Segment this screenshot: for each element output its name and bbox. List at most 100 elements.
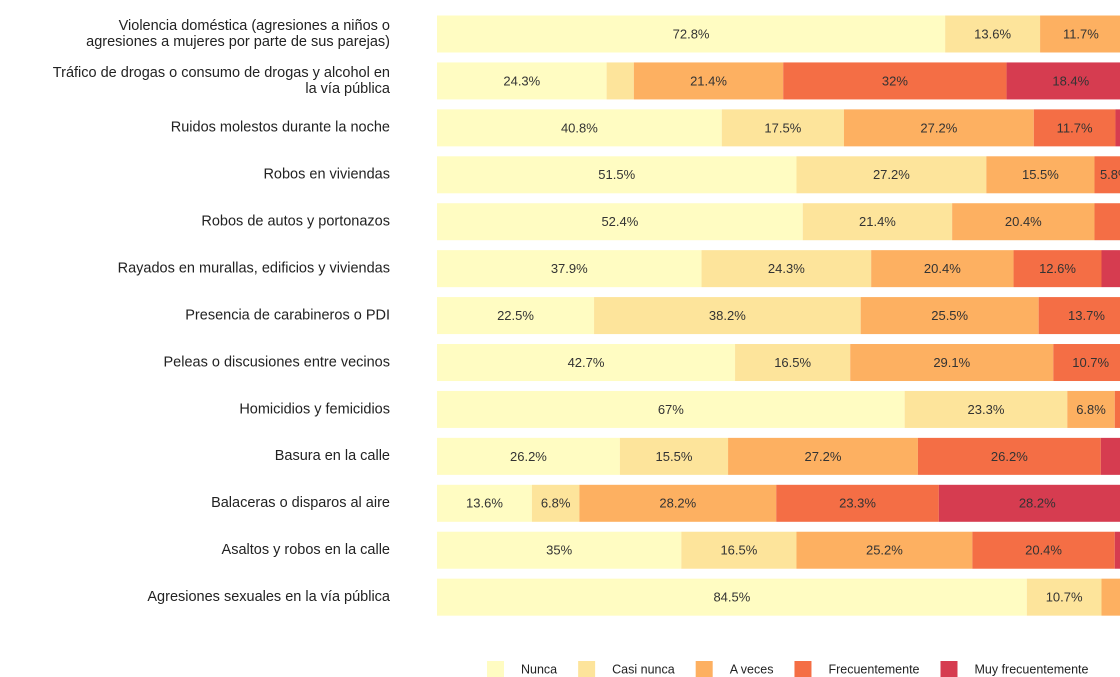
category-label: Basura en la calle (275, 448, 390, 464)
legend-label: Muy frecuentemente (975, 662, 1089, 676)
bar-segment (728, 437, 918, 475)
bar-segment (1094, 156, 1120, 194)
bar-segment (619, 437, 729, 475)
bar-segment (701, 250, 872, 288)
value-label: 10.7% (1046, 590, 1083, 605)
value-label: 37.9% (551, 261, 588, 276)
value-label: 21.4% (690, 73, 727, 88)
value-label: 26.2% (991, 449, 1028, 464)
legend-label: Nunca (521, 662, 557, 676)
category-label: Rayados en murallas, edificios y viviend… (118, 260, 390, 276)
bar-segment (783, 62, 1007, 100)
value-label: 52.4% (601, 214, 638, 229)
bar-segment (945, 15, 1041, 53)
bar-segment (437, 578, 1027, 616)
bar-segment (1114, 390, 1120, 428)
bar-segment (531, 484, 580, 522)
bar-segment (986, 156, 1095, 194)
bar-segment (1101, 250, 1120, 288)
value-label: 67% (658, 402, 684, 417)
bar-segment (437, 390, 905, 428)
bar-segment (972, 531, 1115, 569)
bar-segment (437, 156, 797, 194)
value-label: 13.7% (1068, 308, 1105, 323)
value-label: 15.5% (1022, 167, 1059, 182)
legend-label: A veces (730, 662, 774, 676)
legend-label: Frecuentemente (828, 662, 919, 676)
legend-swatch (695, 661, 713, 677)
category-label: Homicidios y femicidios (239, 401, 390, 417)
value-label: 20.4% (1025, 543, 1062, 558)
value-label: 32% (882, 73, 908, 88)
value-label: 11.7% (1063, 26, 1099, 41)
bar-segment (594, 297, 861, 335)
value-label: 21.4% (859, 214, 896, 229)
bar-segment (437, 531, 682, 569)
value-label: 40.8% (561, 120, 598, 135)
bar-segment (437, 62, 607, 100)
bar-segment (437, 297, 595, 335)
category-label: Peleas o discusiones entre vecinos (164, 354, 391, 370)
value-label: 72.8% (673, 26, 710, 41)
bar-segment (796, 531, 973, 569)
value-label: 35% (546, 543, 572, 558)
value-label: 23.3% (839, 496, 876, 511)
bar-segment (437, 15, 946, 53)
bar-segment (681, 531, 797, 569)
bar-segment (1067, 390, 1115, 428)
bar-segment (1114, 531, 1120, 569)
bar-segment (633, 62, 784, 100)
bar-segment (1033, 109, 1116, 147)
bar-segment (437, 203, 803, 241)
value-label: 5.8% (1100, 167, 1120, 182)
value-label: 20.4% (924, 261, 961, 276)
value-label: 12.6% (1039, 261, 1076, 276)
bar-segment (843, 109, 1034, 147)
bar-segment (952, 203, 1095, 241)
category-label: Presencia de carabineros o PDI (185, 307, 390, 323)
category-label: Violencia doméstica (agresiones a niños … (86, 18, 390, 50)
bar-segment (437, 344, 736, 382)
bar-segment (938, 484, 1120, 522)
value-label: 28.2% (659, 496, 696, 511)
legend-swatch (794, 661, 812, 677)
value-label: 25.2% (866, 543, 903, 558)
value-label: 11.7% (1057, 120, 1093, 135)
value-label: 38.2% (709, 308, 746, 323)
value-label: 6.8% (1076, 402, 1106, 417)
value-label: 27.2% (873, 167, 910, 182)
value-label: 10.7% (1072, 355, 1109, 370)
value-label: 22.5% (497, 308, 534, 323)
legend-label: Casi nunca (612, 662, 675, 676)
value-label: 27.2% (920, 120, 957, 135)
bar-segment (437, 250, 702, 288)
bar-segment (437, 109, 722, 147)
bar-segment (721, 109, 844, 147)
bar-segment (1094, 203, 1120, 241)
bar-segment (1115, 109, 1120, 147)
value-label: 20.4% (1005, 214, 1042, 229)
bar-segment (1038, 297, 1120, 335)
value-label: 26.2% (510, 449, 547, 464)
category-label: Tráfico de drogas o consumo de drogas y … (53, 65, 391, 97)
value-label: 15.5% (656, 449, 693, 464)
value-label: 51.5% (598, 167, 635, 182)
bar-segment (1053, 344, 1120, 382)
value-label: 13.6% (466, 496, 503, 511)
value-label: 16.5% (774, 355, 811, 370)
bar-segment (796, 156, 987, 194)
category-label: Balaceras o disparos al aire (211, 495, 390, 511)
bar-segment (850, 344, 1054, 382)
value-label: 13.6% (974, 26, 1011, 41)
category-label: Robos en viviendas (263, 167, 390, 183)
value-label: 28.2% (1019, 496, 1056, 511)
legend-swatch (487, 661, 504, 677)
value-label: 29.1% (933, 355, 970, 370)
value-label: 25.5% (931, 308, 968, 323)
bar-segment (871, 250, 1014, 288)
value-label: 17.5% (764, 120, 801, 135)
legend-swatch (578, 661, 596, 677)
category-label: Asaltos y robos en la calle (222, 542, 390, 558)
bar-segment (1026, 578, 1102, 616)
bar-segment (1040, 15, 1120, 53)
